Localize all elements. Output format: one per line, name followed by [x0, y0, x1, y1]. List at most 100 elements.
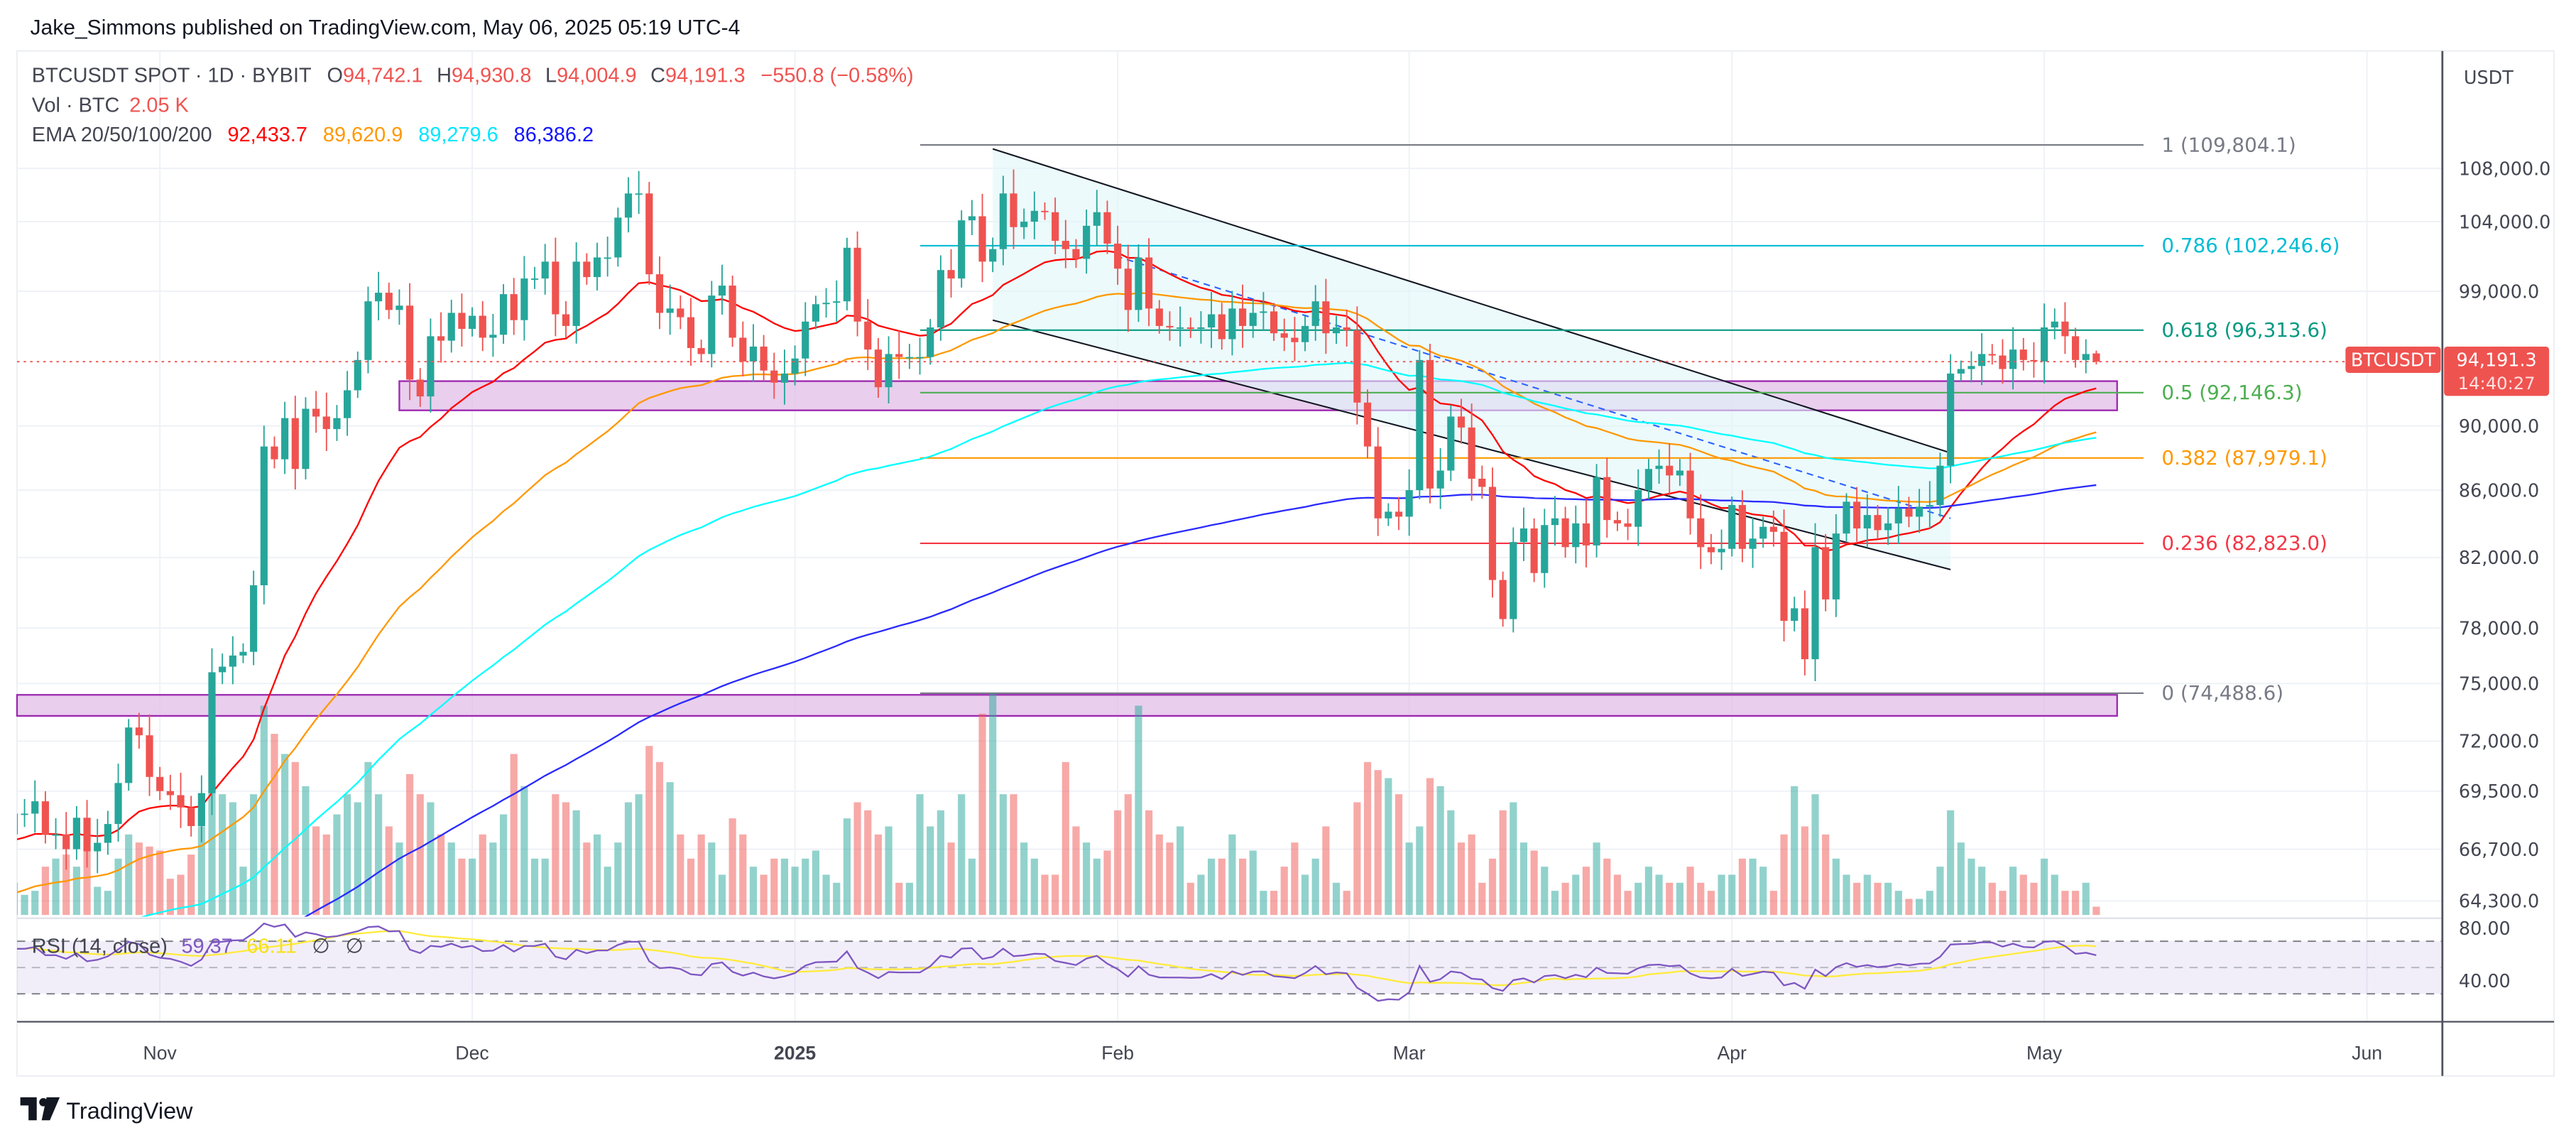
legend-volume[interactable]: Vol · BTC 2.05 K	[32, 94, 189, 116]
candle-body	[520, 278, 528, 320]
candle	[1478, 465, 1486, 499]
volume-bar	[1613, 874, 1622, 916]
candle-body	[375, 293, 383, 302]
candle	[572, 242, 580, 344]
volume-bar	[874, 834, 882, 916]
candle-body	[1041, 210, 1049, 212]
volume-bar	[1177, 826, 1184, 916]
ema200-value: 86,386.2	[514, 124, 594, 146]
volume-bar	[583, 842, 591, 916]
candle	[437, 312, 445, 363]
candle-body	[229, 655, 236, 667]
candle-body	[1208, 314, 1216, 327]
candle	[1582, 499, 1590, 568]
candle	[1374, 427, 1382, 536]
candle	[1957, 360, 1965, 381]
legend-rsi[interactable]: RSI (14, close) 59.37 66.11 ∅ ∅	[32, 935, 364, 957]
candle	[1905, 496, 1913, 528]
candle	[291, 396, 299, 490]
candle-body	[52, 834, 60, 836]
candle-body	[1457, 416, 1466, 428]
volume-bar	[770, 858, 778, 916]
legend-ema[interactable]: EMA 20/50/100/200 92,433.7 89,620.9 89,2…	[32, 124, 594, 146]
change-value: −550.8 (−0.58%)	[760, 65, 913, 87]
volume-bar	[1863, 874, 1871, 916]
volume-bar	[1155, 834, 1163, 916]
candle	[1061, 219, 1069, 268]
candle-body	[1738, 505, 1746, 549]
candle-body	[2051, 321, 2058, 327]
candle	[1613, 511, 1622, 531]
candle-body	[1759, 526, 1767, 539]
fib-level-label: 1 (109,804.1)	[2161, 133, 2296, 156]
candle	[843, 237, 851, 310]
candle	[416, 368, 424, 407]
candle	[479, 300, 486, 352]
time-axis[interactable]: Nov Dec 2025 Feb Mar Apr May Jun	[143, 1043, 2382, 1064]
candle	[978, 193, 986, 283]
tradingview-logo-icon	[20, 1097, 60, 1121]
fib-level-label: 0.236 (82,823.0)	[2161, 531, 2327, 555]
candle-body	[1280, 333, 1288, 338]
candle-body	[1905, 508, 1913, 517]
volume-bar	[520, 786, 528, 916]
candle-body	[1020, 222, 1028, 227]
candle	[146, 714, 153, 796]
candle	[1593, 464, 1600, 558]
legend-ohlc[interactable]: BTCUSDT SPOT · 1D · BYBIT O94,742.1 H94,…	[32, 65, 914, 87]
candle	[197, 775, 205, 842]
candle-body	[812, 304, 820, 322]
price-axis[interactable]: 108,000.0 104,000.0 99,000.0 90,000.0 86,000…	[2459, 158, 2550, 911]
volume-bar	[593, 834, 601, 916]
volume-bar	[1020, 842, 1028, 916]
candle-body	[2040, 327, 2048, 362]
candle-body	[1405, 490, 1413, 517]
candle	[1280, 318, 1288, 352]
volume-bar	[239, 867, 247, 916]
fib-retracement[interactable]: 1 (109,804.1) 0.786 (102,246.6) 0.618 (96,…	[919, 133, 2340, 705]
candle-body	[1010, 193, 1017, 227]
tradingview-logo: TradingView	[20, 1097, 193, 1124]
candle-body	[1613, 520, 1622, 523]
volume-value: 2.05 K	[129, 94, 189, 116]
candle-body	[197, 793, 205, 827]
time-tick-label: Nov	[143, 1043, 178, 1064]
volume-bar	[687, 858, 695, 916]
candle	[1551, 496, 1559, 546]
trend-channel[interactable]	[992, 148, 1951, 570]
candle-body	[780, 373, 789, 383]
candle-body	[999, 193, 1007, 249]
volume-bar	[1374, 770, 1382, 916]
candle-body	[1166, 325, 1174, 327]
candle	[1572, 505, 1580, 564]
candle	[1519, 507, 1528, 561]
volume-bar	[1707, 891, 1715, 916]
candle-body	[333, 418, 341, 430]
candle	[354, 351, 361, 398]
candle-body	[1478, 478, 1486, 487]
candle	[541, 244, 549, 295]
candle-body	[1624, 523, 1632, 527]
candle-body	[1436, 470, 1444, 489]
candle-body	[281, 418, 289, 460]
candle-body	[552, 261, 560, 315]
candle	[1155, 300, 1163, 334]
candle	[1010, 169, 1017, 249]
candle	[156, 766, 164, 800]
rsi-ma-line	[16, 930, 2097, 987]
candle	[1197, 311, 1205, 344]
currency-label[interactable]: USDT	[2464, 67, 2514, 88]
candle	[385, 283, 393, 320]
volume-bar	[405, 773, 414, 916]
volume-bar	[1978, 867, 1986, 916]
candle-body	[1634, 490, 1642, 527]
volume-bar	[1353, 802, 1361, 916]
volume-bar	[1291, 842, 1299, 916]
candle-body	[666, 308, 674, 313]
candle-body	[2019, 349, 2027, 360]
candle-body	[1603, 477, 1611, 521]
ema100-line	[141, 362, 2097, 917]
candle	[822, 288, 830, 318]
volume-bar	[552, 794, 560, 916]
